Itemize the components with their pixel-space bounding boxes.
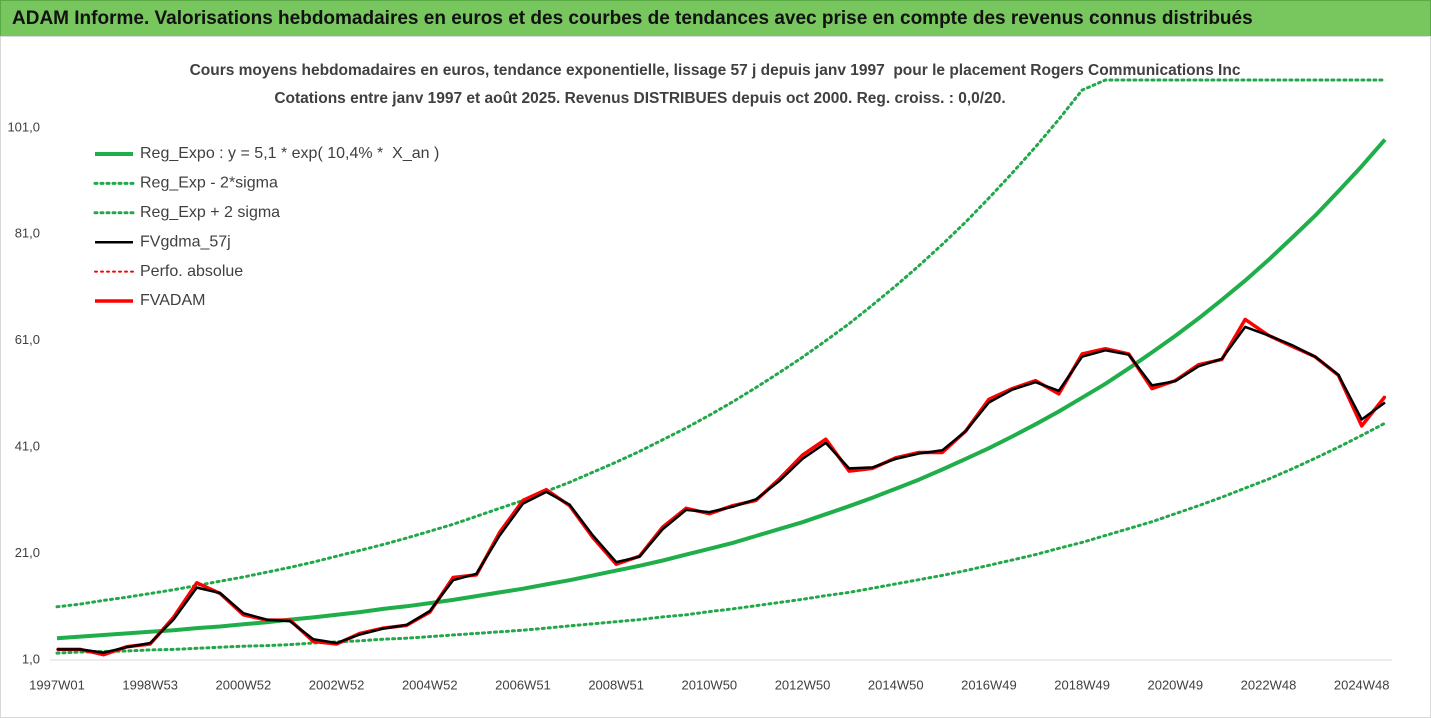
legend-label: Reg_Exp + 2 sigma <box>140 204 280 221</box>
chart-title: Cours moyens hebdomadaires en euros, ten… <box>190 62 1241 79</box>
y-tick-label: 61,0 <box>15 332 40 347</box>
x-tick-label: 2008W51 <box>588 677 644 692</box>
y-tick-label: 81,0 <box>15 226 40 241</box>
x-tick-label: 2018W49 <box>1054 677 1110 692</box>
x-tick-label: 2024W48 <box>1334 677 1390 692</box>
y-tick-label: 21,0 <box>15 545 40 560</box>
x-tick-label: 2016W49 <box>961 677 1017 692</box>
y-tick-label: 1,0 <box>22 651 40 666</box>
x-tick-label: 2006W51 <box>495 677 551 692</box>
x-tick-label: 2022W48 <box>1241 677 1297 692</box>
chart-subtitle: Cotations entre janv 1997 et août 2025. … <box>274 90 1005 107</box>
x-tick-label: 2000W52 <box>216 677 272 692</box>
x-tick-label: 2020W49 <box>1147 677 1203 692</box>
x-tick-label: 2002W52 <box>309 677 365 692</box>
x-tick-label: 1997W01 <box>29 677 85 692</box>
legend-label: Reg_Exp - 2*sigma <box>140 175 278 192</box>
legend-label: FVgdma_57j <box>140 233 231 250</box>
legend-label: FVADAM <box>140 292 205 309</box>
x-tick-label: 2012W50 <box>775 677 831 692</box>
x-tick-label: 2004W52 <box>402 677 458 692</box>
x-tick-label: 1998W53 <box>122 677 178 692</box>
x-tick-label: 2014W50 <box>868 677 924 692</box>
legend-label: Reg_Expo : y = 5,1 * exp( 10,4% * X_an ) <box>140 145 439 162</box>
y-tick-label: 101,0 <box>7 119 40 134</box>
series-line <box>57 325 1386 654</box>
banner-bar <box>0 0 1431 37</box>
y-tick-label: 41,0 <box>15 439 40 454</box>
plot-area: 1,0 21,0 41,0 61,0 81,0 101,0 1997W01 1998W53 20… <box>7 78 1392 692</box>
legend-label: Perfo. absolue <box>140 263 243 280</box>
banner-title: ADAM Informe. Valorisations hebdomadaire… <box>12 8 1253 29</box>
series-line <box>55 421 1387 655</box>
series-line <box>55 78 1387 609</box>
x-tick-label: 2010W50 <box>682 677 738 692</box>
